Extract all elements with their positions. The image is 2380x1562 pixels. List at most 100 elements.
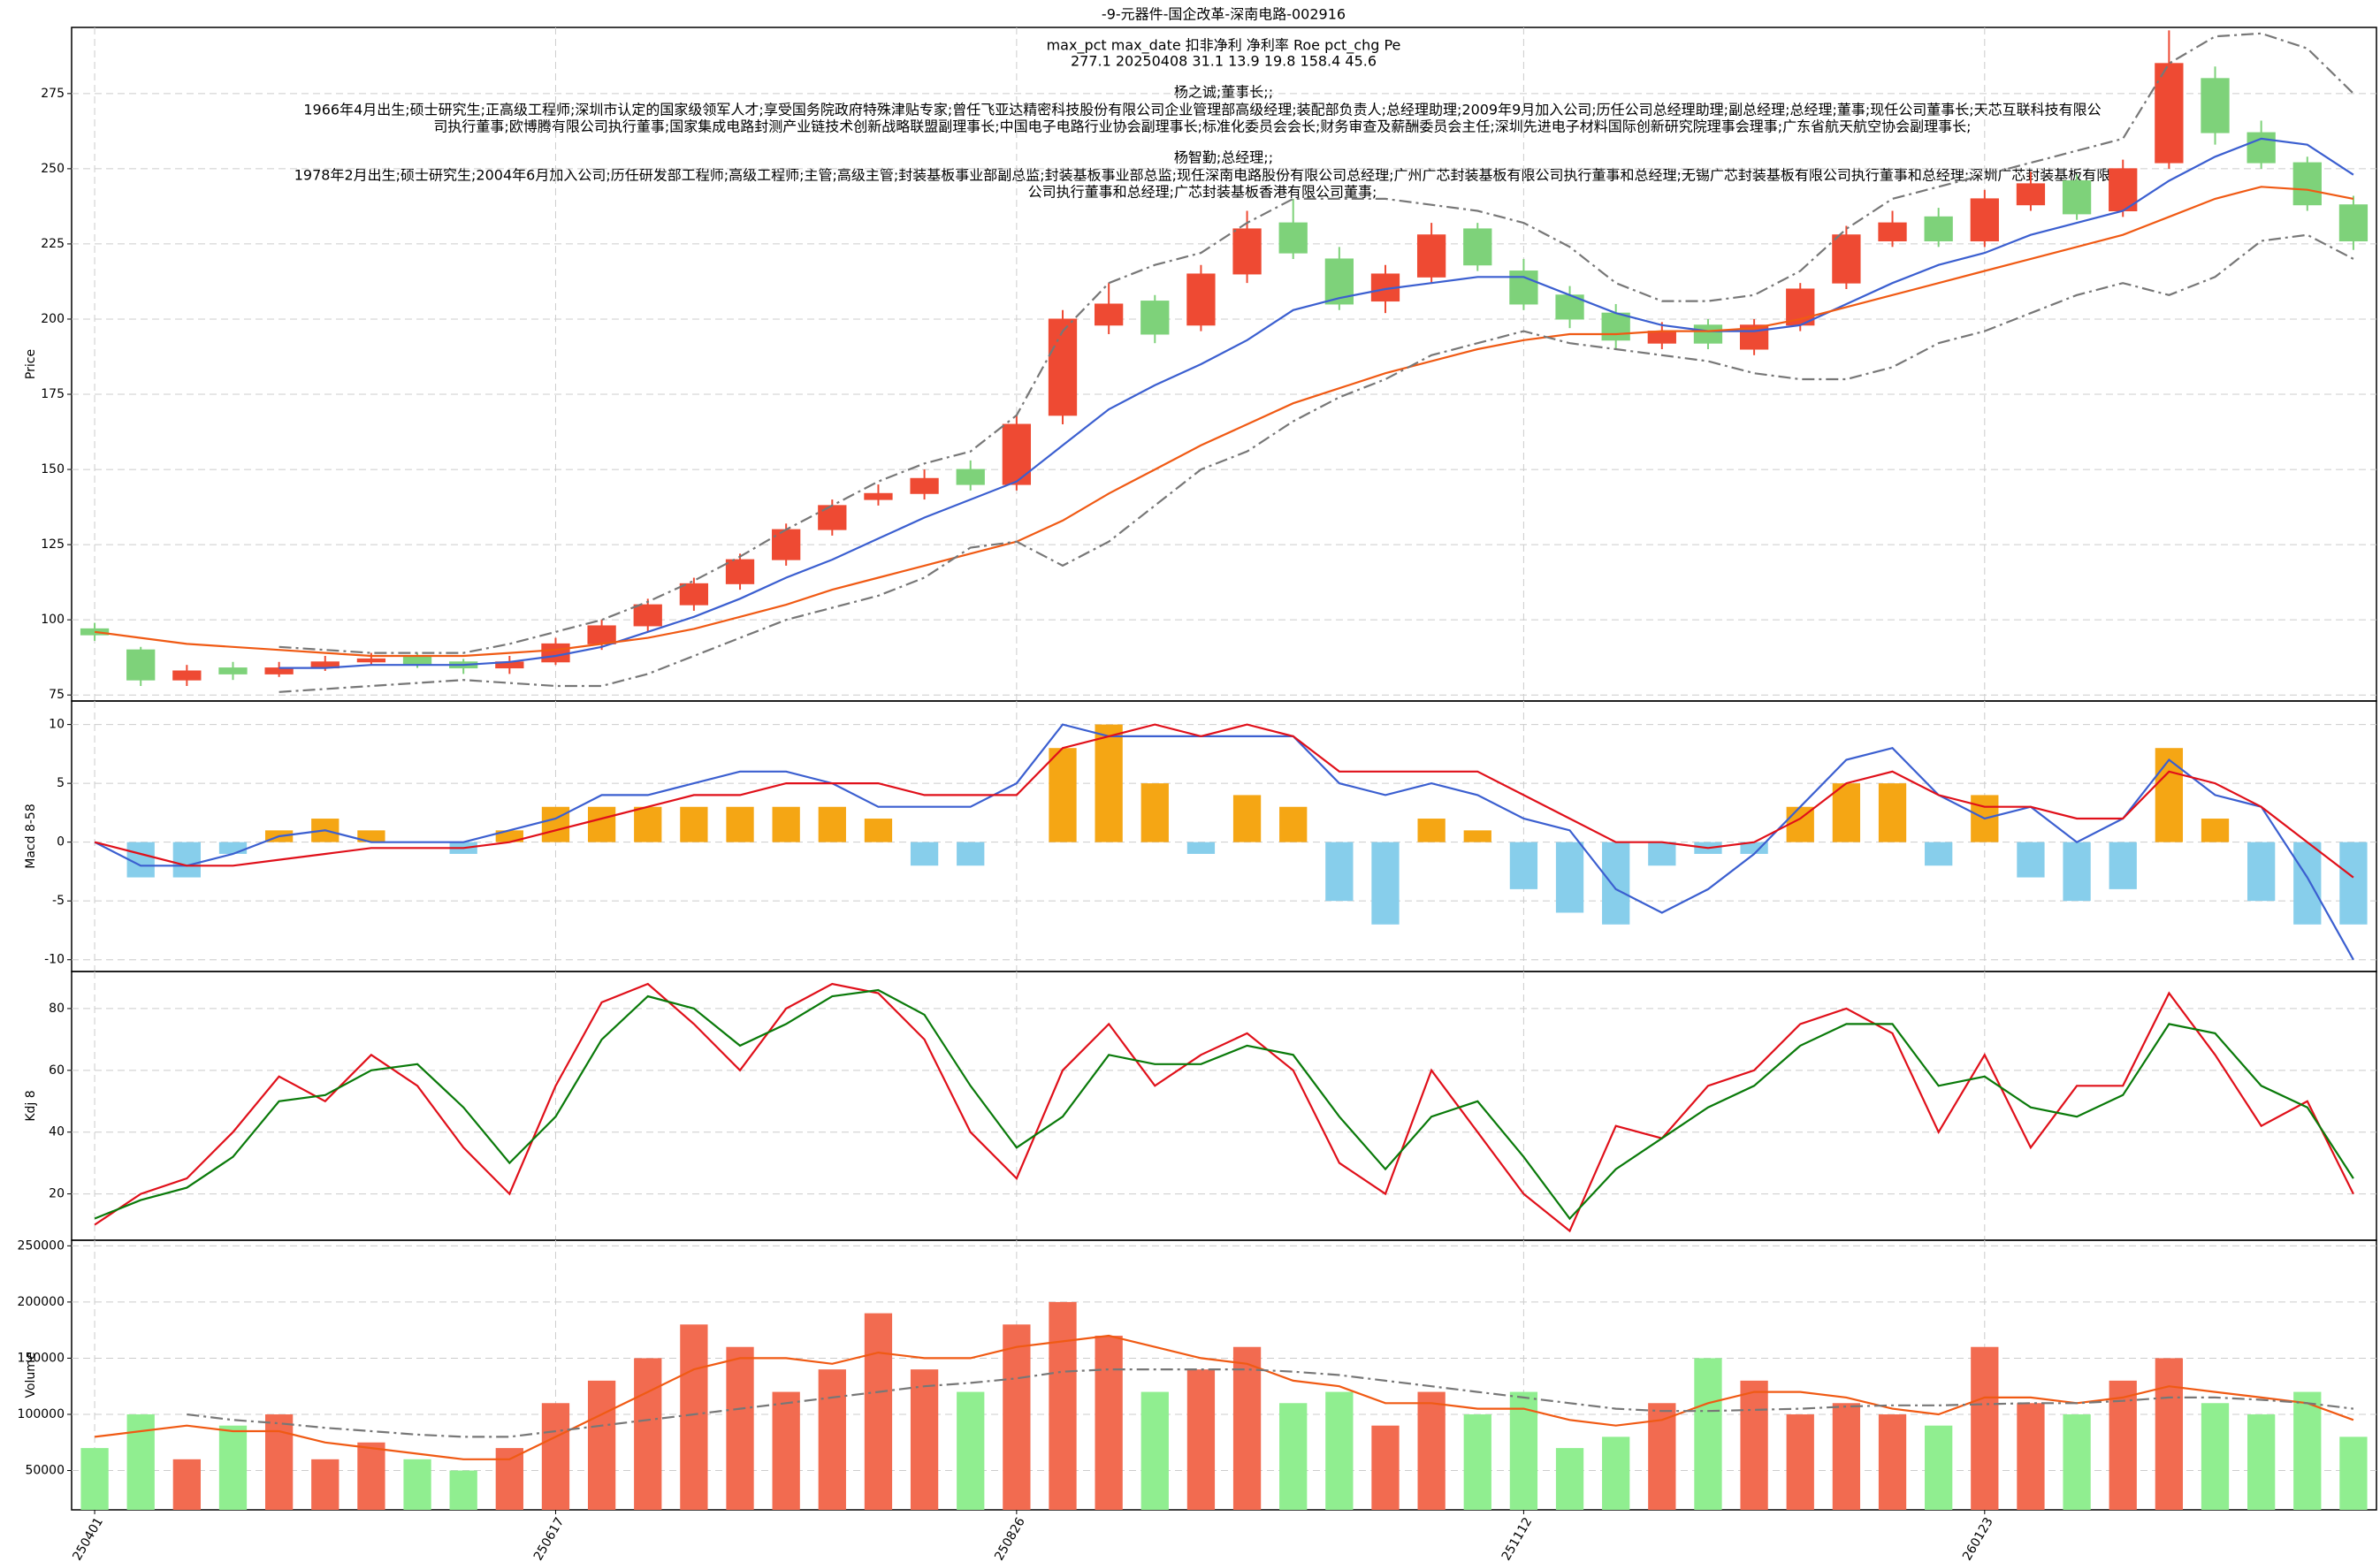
candle-body [541,643,570,663]
bar [1371,842,1400,925]
person-bio: 司执行董事;欧博腾有限公司执行董事;国家集成电路封测产业链技术创新战略联盟副理事… [433,118,1971,135]
bar [1371,1425,1400,1510]
candle-body [1232,228,1262,275]
bar [218,1425,248,1510]
bar [1463,830,1491,842]
candle-body [1416,234,1446,278]
series-line [278,137,2354,669]
bar [264,1413,294,1510]
bar [1140,1391,1169,1510]
bar [818,806,846,842]
bar [172,1459,201,1510]
x-tick-label: 251112 [1499,1515,1536,1562]
candle-body [80,628,110,636]
bar [1003,1324,1031,1510]
bar [172,842,201,878]
y-tick-label: 40 [49,1125,65,1139]
bar [957,1391,985,1510]
series-line [94,186,2354,658]
bar [726,1346,754,1510]
candle-body [2155,63,2184,164]
bar [1140,783,1169,842]
bar [495,830,523,842]
y-tick-label: 250000 [18,1238,65,1253]
y-tick-label: 225 [41,237,65,251]
series-line [278,233,2354,693]
candle-body [2247,132,2276,164]
y-tick-label: 175 [41,387,65,401]
bar [634,1358,662,1510]
panel-frame [71,700,2377,972]
bar [910,842,939,866]
candle-body [1878,222,1907,242]
bar [772,806,800,842]
bar [80,1448,109,1510]
bar [864,819,893,842]
bar [2247,1413,2276,1510]
bar [1555,842,1584,913]
bar [680,806,708,842]
candle-body [956,469,985,485]
bar [1832,1403,1861,1510]
chart-title: -9-元器件-国企改革-深南电路-002916 [1102,6,1346,23]
candle-body [587,625,616,644]
bar [2155,1358,2184,1510]
y-tick-label: 125 [41,537,65,552]
y-tick-label: 80 [49,1002,65,1016]
candle-body [910,477,939,494]
candle-body [356,658,386,663]
bar [587,806,616,842]
series-line [94,1334,2354,1460]
candle-body [772,529,801,560]
bar [1049,1301,1077,1510]
bar [1232,1346,1262,1510]
y-tick-label: 150000 [18,1351,65,1365]
candle-body [2338,204,2369,242]
x-tick-label: 260123 [1960,1515,1996,1562]
bar [1417,1391,1446,1510]
bar [541,1403,570,1510]
series-line [94,723,2354,879]
panel-frame [71,1239,2377,1511]
y-axis-label: Macd 8-58 [24,804,38,868]
bar [1832,783,1861,842]
bar [818,1369,846,1510]
y-tick-label: 50000 [25,1464,65,1478]
bar [1971,1346,1999,1510]
bar [1186,842,1216,854]
bar [1878,783,1907,842]
series-line [94,723,2354,961]
info-values: 277.1 20250408 31.1 13.9 19.8 158.4 45.6 [1071,53,1377,70]
person-name: 杨智勤;总经理;; [1174,149,1273,166]
bar [1878,1413,1907,1510]
series-line [94,988,2354,1221]
bar [2017,1403,2045,1510]
candle-body [1647,331,1676,344]
y-axis-label: Volume [24,1352,38,1398]
bar [2201,1403,2230,1510]
bar [1232,795,1262,842]
candle-body [1186,273,1216,326]
y-axis-label: Price [24,349,38,379]
bar [449,1470,477,1510]
bar [1648,842,1676,866]
y-tick-label: 5 [57,776,65,790]
bar [1602,1436,1630,1510]
candle-body [1693,324,1723,344]
candle-body [1095,303,1124,326]
candle-body [1140,301,1170,335]
candle-body [2292,162,2322,206]
bar [2063,842,2091,902]
bar [126,1413,155,1510]
bar [1602,842,1630,925]
bar [2063,1413,2091,1510]
bar [2293,1391,2322,1510]
candle-body [1601,312,1630,341]
person-bio: 1978年2月出生;硕士研究生;2004年6月加入公司;历任研发部工程师;高级工… [294,167,2111,184]
bar [2201,819,2230,842]
bar [2155,748,2184,842]
bar [1925,842,1953,866]
bar [2247,842,2276,902]
bar [1786,1413,1814,1510]
